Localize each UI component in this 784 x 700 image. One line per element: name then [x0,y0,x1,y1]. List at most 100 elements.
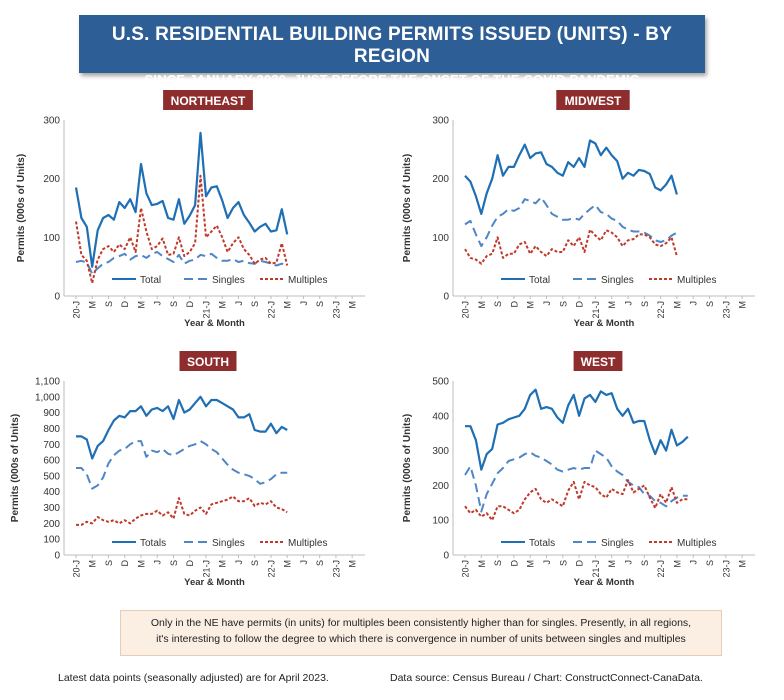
northeast-x-tick: J [299,301,309,306]
northeast-x-tick: D [185,301,195,308]
west-x-tick: M [526,560,536,568]
south-y-tick: 400 [43,487,60,498]
west-y-tick: 300 [432,446,449,457]
south-y-tick: 100 [43,535,60,546]
northeast-x-tick: D [120,301,130,308]
west-legend-label: Totals [529,538,555,549]
south-legend-label: Multiples [288,538,327,549]
midwest-x-tick: M [672,301,682,309]
west-x-tick: M [672,560,682,568]
midwest-x-tick: M [526,301,536,309]
northeast-x-tick: M [88,301,98,309]
midwest-x-tick: M [607,301,617,309]
south-x-tick: S [104,560,114,566]
west-x-tick: 22-J [656,560,666,578]
midwest-series-singles [464,196,678,248]
south-y-label: Permits (000s of Units) [10,414,21,522]
west-x-tick: 20-J [461,560,471,578]
midwest-x-tick: S [493,301,503,307]
south-series-singles [76,440,288,490]
south-legend-label: Totals [140,538,166,549]
midwest-title: MIDWEST [565,94,622,108]
west-x-tick: M [607,560,617,568]
south-y-tick: 500 [43,471,60,482]
midwest-y-tick: 300 [432,116,449,127]
west-x-tick: S [493,560,503,566]
midwest-x-tick: 23-J [721,301,731,319]
west-x-tick: M [477,560,487,568]
west-series-totals [465,388,689,471]
northeast-x-tick: S [250,301,260,307]
midwest-x-tick: M [477,301,487,309]
south-y-tick: 1,100 [35,377,60,388]
west-title-badge [573,351,623,371]
midwest-title-badge [556,90,630,110]
south-x-tick: 21-J [201,560,211,578]
midwest-x-label: Year & Month [574,318,635,329]
northeast-title-badge [163,90,253,110]
midwest-x-tick: S [558,301,568,307]
midwest-x-tick: 20-J [461,301,471,319]
south-title: SOUTH [187,355,229,369]
midwest-y-tick: 200 [432,174,449,185]
south-y-tick: 0 [54,551,60,562]
northeast-x-tick: M [218,301,228,309]
south-x-label: Year & Month [184,577,245,588]
northeast-x-tick: J [153,301,163,306]
northeast-series-multiples [75,174,289,285]
south-x-tick: D [185,560,195,567]
midwest-x-tick: S [705,301,715,307]
south-x-tick: J [299,560,309,565]
footnote-latest: Latest data points (seasonally adjusted)… [58,672,329,684]
midwest-legend-label: Total [529,275,550,286]
south-title-badge [179,351,237,371]
south-series-totals [76,395,288,460]
northeast-legend-label: Total [140,275,161,286]
midwest-x-tick: D [509,301,519,308]
northeast-x-tick: M [136,301,146,309]
west-x-tick: M [738,560,748,568]
northeast-x-tick: S [169,301,179,307]
northeast-x-label: Year & Month [184,318,245,329]
west-x-tick: J [689,560,699,565]
midwest-legend-label: Multiples [677,275,716,286]
west-y-tick: 500 [432,377,449,388]
south-x-tick: 20-J [72,560,82,578]
midwest-x-tick: 22-J [656,301,666,319]
west-x-tick: S [705,560,715,566]
west-x-tick: D [575,560,585,567]
south-series-multiples [76,495,288,526]
northeast-y-tick: 100 [43,233,60,244]
midwest-x-tick: M [738,301,748,309]
south-x-tick: S [169,560,179,566]
west-x-tick: 21-J [591,560,601,578]
midwest-x-tick: J [689,301,699,306]
footnote-source: Data source: Census Bureau / Chart: Cons… [390,672,703,684]
northeast-title: NORTHEAST [171,94,246,108]
south-x-tick: J [153,560,163,565]
west-y-tick: 200 [432,481,449,492]
midwest-x-tick: J [542,301,552,306]
south-x-tick: D [120,560,130,567]
west-series-singles [464,449,688,513]
midwest-series-total [464,139,678,215]
northeast-x-tick: 20-J [72,301,82,319]
northeast-x-tick: J [234,301,244,306]
northeast-x-tick: 22-J [266,301,276,319]
south-x-tick: M [218,560,228,568]
commentary-note: Only in the NE have permits (in units) f… [120,610,722,656]
south-x-tick: M [348,560,358,568]
west-y-label: Permits (000s of Units) [402,414,413,522]
northeast-y-label: Permits (000s of Units) [16,154,27,262]
page-subtitle: SINCE JANUARY 2020, JUST BEFORE THE ONSE… [144,72,640,87]
west-y-tick: 400 [432,411,449,422]
south-y-tick: 900 [43,408,60,419]
northeast-series-singles [75,251,288,275]
northeast-legend-label: Singles [212,275,245,286]
northeast-y-tick: 0 [54,292,60,303]
south-y-tick: 300 [43,503,60,514]
west-title: WEST [581,355,616,369]
west-legend-label: Singles [601,538,634,549]
west-x-tick: 23-J [721,560,731,578]
